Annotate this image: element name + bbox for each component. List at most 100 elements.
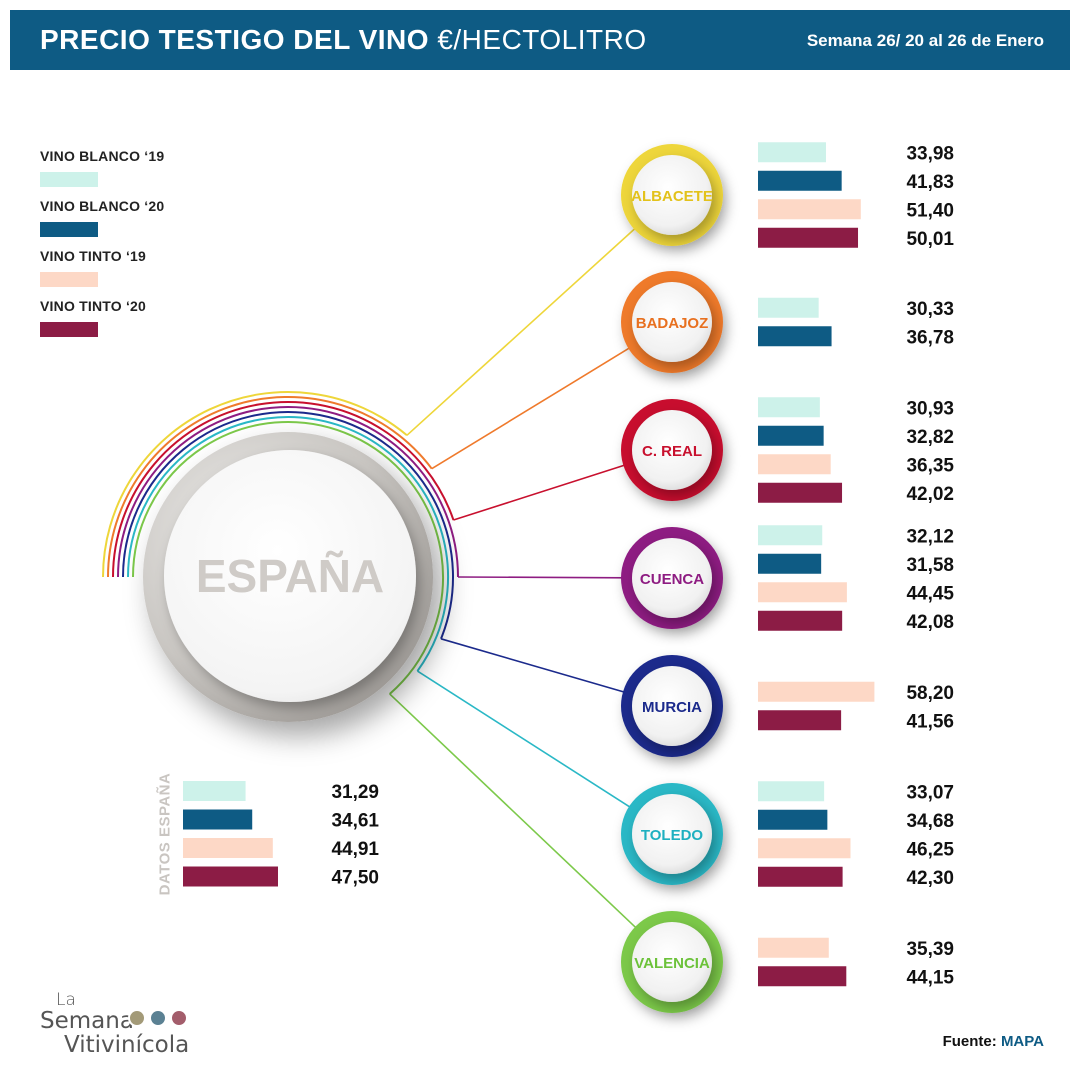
data-label: 41,56 (906, 711, 954, 732)
bar (758, 610, 843, 631)
page-title: PRECIO TESTIGO DEL VINO €/HECTOLITRO (40, 24, 647, 56)
data-label: 36,35 (906, 455, 954, 476)
title-unit: €/HECTOLITRO (437, 24, 647, 55)
data-label: 36,78 (906, 327, 954, 348)
bar (758, 937, 829, 958)
region-circle: TOLEDO (621, 783, 723, 885)
rainbow-arcs (102, 391, 459, 695)
bar (758, 454, 831, 475)
bar (758, 553, 822, 574)
logo-line-1: La (56, 990, 76, 1010)
region-label: MURCIA (642, 699, 702, 716)
region-label: C. REAL (642, 443, 702, 460)
data-label: 50,01 (906, 229, 954, 250)
arc-cuenca (117, 406, 459, 578)
region-disc (632, 922, 712, 1002)
data-label: 41,83 (906, 172, 954, 193)
region-circle: VALENCIA (621, 911, 723, 1013)
legend-label: VINO TINTO ‘19 (40, 248, 147, 264)
data-label: 42,02 (906, 484, 954, 505)
bar (758, 199, 861, 220)
region-disc (632, 538, 712, 618)
data-label: 42,08 (906, 612, 954, 633)
logo-icons (128, 1009, 191, 1031)
source-note: Fuente: MAPA (943, 1033, 1044, 1050)
data-label: 46,25 (906, 839, 954, 860)
region-disc (632, 666, 712, 746)
data-label: 44,45 (906, 583, 954, 604)
bar (758, 170, 842, 191)
region-circle: CUENCA (621, 527, 723, 629)
region-circle: C. REAL (621, 399, 723, 501)
region-label: ALBACETE (631, 188, 713, 205)
legend-swatch (40, 322, 98, 337)
bar (183, 809, 253, 830)
region-circle: MURCIA (621, 655, 723, 757)
region-label: CUENCA (640, 571, 704, 588)
legend-label: VINO TINTO ‘20 (40, 298, 147, 314)
connector-line (389, 693, 640, 931)
data-label: 32,82 (906, 427, 954, 448)
logo-line-2: Semana (40, 1008, 134, 1034)
bar (758, 809, 828, 830)
data-label: 30,93 (906, 398, 954, 419)
bar (183, 781, 246, 801)
bar (758, 866, 843, 887)
region-circle: ALBACETE (621, 144, 723, 246)
bar (758, 681, 875, 702)
connector-line (406, 225, 639, 436)
bar (758, 710, 842, 731)
region-disc (632, 410, 712, 490)
data-label: 31,58 (906, 555, 954, 576)
data-label: 32,12 (906, 526, 954, 547)
title-main: PRECIO TESTIGO DEL VINO (40, 24, 430, 55)
connector-line (457, 576, 627, 579)
bar (758, 482, 843, 503)
source-label: Fuente: (942, 1033, 997, 1050)
data-label: 42,30 (906, 868, 954, 889)
data-label: 35,39 (906, 939, 954, 960)
bar (758, 142, 826, 163)
connector-line (440, 638, 629, 694)
bar (183, 838, 273, 858)
data-label: 44,91 (331, 839, 379, 860)
data-label: 33,07 (906, 782, 954, 803)
header-bar: PRECIO TESTIGO DEL VINO €/HECTOLITRO Sem… (10, 10, 1070, 70)
bar (758, 326, 832, 347)
bar (183, 866, 278, 887)
data-label: 47,50 (331, 868, 379, 889)
data-label: 58,20 (906, 683, 954, 704)
connector-line (417, 670, 634, 810)
grape-icon (128, 1009, 146, 1027)
arc-albacete (102, 391, 408, 578)
connector-lines (389, 225, 640, 931)
bar (758, 781, 825, 802)
bar (758, 227, 859, 248)
legend-label: VINO BLANCO ‘19 (40, 148, 165, 164)
bar (758, 425, 824, 446)
data-label: 34,61 (331, 811, 379, 832)
datos-espana-label: DATOS ESPAÑA (152, 773, 178, 896)
data-label: 31,29 (331, 782, 379, 803)
source-name: MAPA (1000, 1033, 1044, 1050)
data-label: 44,15 (906, 967, 954, 988)
region-label: BADAJOZ (636, 315, 709, 332)
arc-toledo (127, 416, 449, 672)
bar (758, 525, 823, 546)
bar (758, 297, 819, 318)
legend-swatch (40, 172, 98, 187)
bar (758, 397, 820, 418)
region-disc (632, 282, 712, 362)
week-label: Semana 26/ 20 al 26 de Enero (806, 31, 1044, 50)
region-disc (632, 794, 712, 874)
data-label: 51,40 (906, 200, 954, 221)
logo-line-3: Vitivinícola (64, 1032, 190, 1058)
connector-line (431, 345, 634, 470)
grape-icon (170, 1009, 188, 1027)
logo: La Semana Vitivinícola (40, 990, 191, 1058)
connector-line (453, 463, 629, 521)
bar (758, 838, 851, 859)
data-label: 33,98 (906, 143, 954, 164)
espana-label: ESPAÑA (196, 550, 384, 602)
